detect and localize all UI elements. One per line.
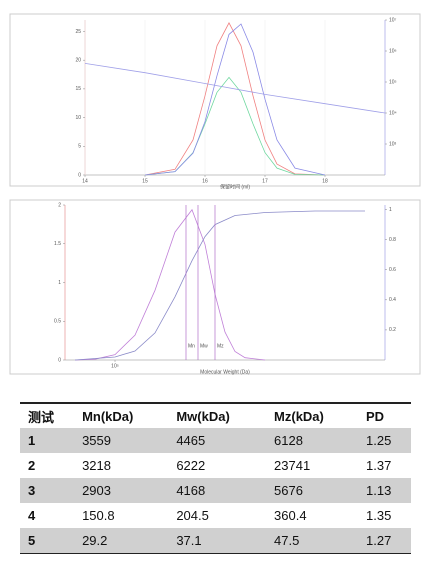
y-tick-label: 0: [58, 357, 61, 363]
table-cell: 3218: [82, 458, 111, 473]
table-cell: 4: [28, 508, 36, 523]
y-tick-label: 2: [58, 202, 61, 208]
y2-tick-label: 10⁵: [389, 79, 397, 85]
y2-tick-label: 10⁶: [389, 48, 397, 54]
header-cell: Mz(kDa): [266, 402, 358, 428]
table-cell: 4465: [168, 428, 267, 453]
x-tick-label: 18: [322, 178, 328, 184]
header-cell: PD: [358, 402, 411, 428]
table-cell: 1: [20, 428, 75, 453]
table-cell: 5: [20, 528, 75, 554]
y-tick-label: 0.5: [54, 319, 61, 325]
x-axis-label: 保留时间 (ml): [220, 183, 250, 190]
charts: 14 15 16 17 18051015202510³10⁴10⁵10⁶10⁷保留时间 …: [9, 13, 421, 375]
y-tick-label: 10: [75, 115, 81, 121]
table-cell: 1.27: [358, 528, 411, 554]
table-row: 1 3559 4465 6128 1.25: [20, 428, 411, 453]
table-cell: 1.37: [366, 458, 392, 473]
table-cell: 23741: [274, 458, 311, 473]
marker-label: Mn: [188, 343, 195, 349]
series-line: [74, 208, 266, 361]
header-row: 测试 Mn(kDa) Mw(kDa) Mz(kDa) PD: [20, 402, 411, 428]
y2-tick-label: 0.8: [389, 237, 396, 243]
table-cell: 29.2: [74, 528, 169, 554]
table-row: 5 29.2 37.1 47.5 1.27: [20, 528, 411, 554]
y-tick-label: 1: [58, 280, 61, 286]
y2-tick-label: 10⁷: [389, 17, 397, 23]
table-row: 3 2903 4168 5676 1.13: [20, 478, 411, 503]
y2-tick-label: 0.6: [389, 267, 396, 273]
y2-tick-label: 10⁴: [389, 110, 397, 116]
table-row: 2 3218 6222 23741 1.37: [20, 453, 411, 478]
table-cell: 360.4: [274, 508, 307, 523]
header-cell: Mn(kDa): [74, 402, 169, 428]
y-tick-label: 20: [75, 58, 81, 64]
table-cell: 37.1: [168, 528, 267, 554]
y2-tick-label: 0.4: [389, 297, 396, 303]
y-tick-label: 5: [78, 144, 81, 150]
table-cell: 3559: [74, 428, 169, 453]
x-tick-label: 16: [202, 178, 208, 184]
marker-label: Mw: [200, 343, 208, 349]
table-cell: 3: [20, 478, 75, 503]
table-cell: 5676: [266, 478, 358, 503]
x-tick-label: 14: [82, 178, 88, 184]
table-row: 4 150.8 204.5 360.4 1.35: [20, 503, 411, 528]
table-cell: 1.25: [358, 428, 411, 453]
result-table: 测试 Mn(kDa) Mw(kDa) Mz(kDa) PD 1 3559 4465 6128 1…: [20, 402, 411, 554]
table-body: 1 3559 4465 6128 1.25 2 3218 6222 23741 1.37 3 2903…: [20, 428, 411, 554]
y-tick-label: 1.5: [54, 241, 61, 247]
panel: [9, 199, 421, 375]
marker-label: Mz: [217, 343, 224, 349]
y2-tick-label: 1: [389, 207, 392, 213]
y-tick-label: 15: [75, 86, 81, 92]
table-cell: 204.5: [176, 508, 209, 523]
table-cell: 6128: [266, 428, 358, 453]
table-cell: 47.5: [266, 528, 358, 554]
header-cell: 测试: [20, 402, 75, 428]
table-cell: 150.8: [82, 508, 115, 523]
table-cell: 6222: [176, 458, 206, 473]
series-line: [144, 76, 326, 176]
x-tick-label: 15: [142, 178, 148, 184]
panel: [9, 13, 421, 187]
table-cell: 4168: [168, 478, 267, 503]
table-cell: 2: [28, 458, 36, 473]
table-cell: 2903: [74, 478, 169, 503]
series-line: [144, 22, 326, 176]
x-tick-label: 17: [262, 178, 268, 184]
series-line: [74, 210, 365, 361]
y-tick-label: 25: [75, 29, 81, 35]
y2-tick-label: 0.2: [389, 327, 396, 333]
series-line: [144, 23, 326, 176]
y-tick-label: 0: [78, 172, 81, 178]
table-cell: 1.35: [366, 508, 392, 523]
x-tick-label: 10⁵: [111, 363, 119, 369]
table-cell: 1.13: [358, 478, 411, 503]
y2-tick-label: 10³: [389, 141, 397, 147]
header-cell: Mw(kDa): [168, 402, 267, 428]
x-axis-label: Molecular Weight (Da): [200, 369, 250, 375]
series-line: [84, 63, 386, 114]
